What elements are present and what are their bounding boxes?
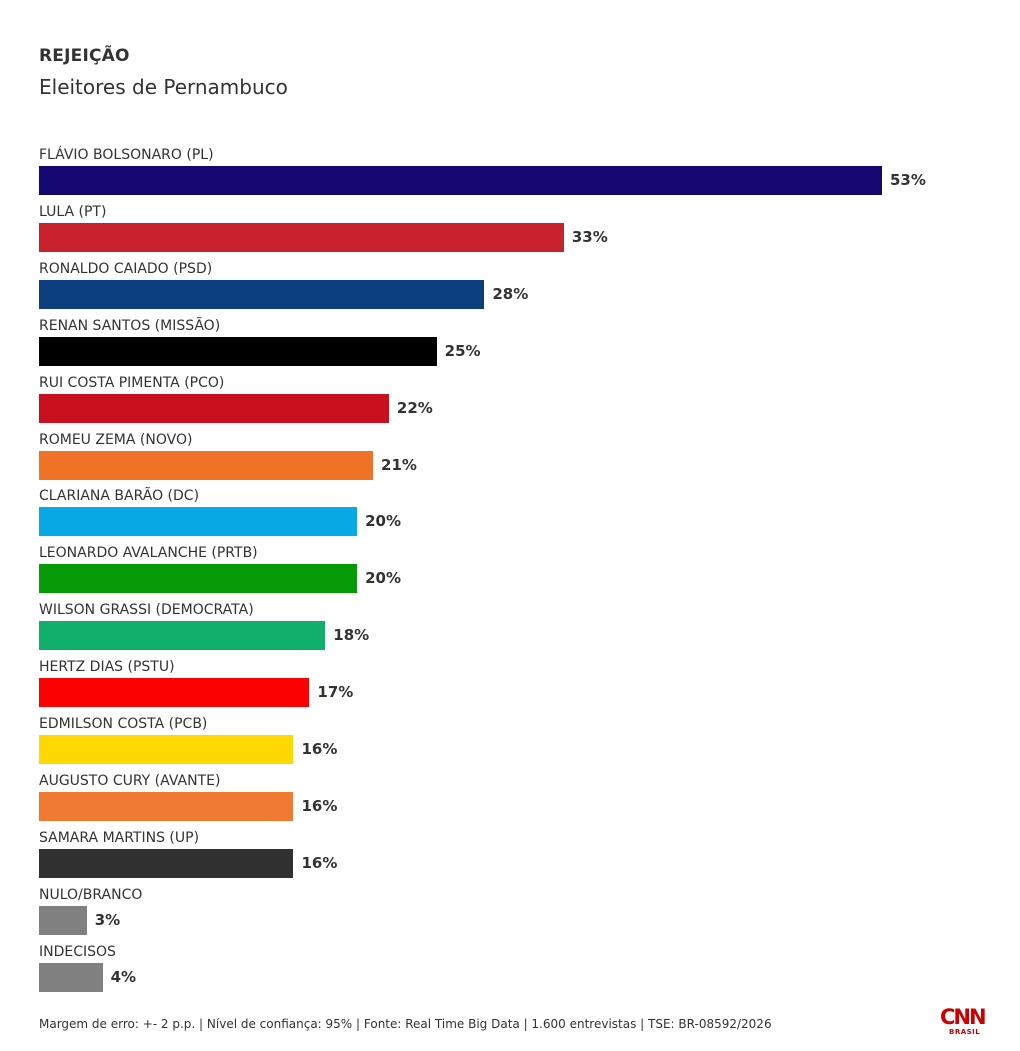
bar-label: RONALDO CAIADO (PSD) (39, 260, 213, 277)
bar (39, 848, 294, 878)
footnote: Margem de erro: +- 2 p.p. | Nível de con… (39, 1017, 772, 1031)
bar-value-label: 33% (571, 227, 608, 246)
bar (39, 336, 437, 366)
bar (39, 791, 294, 821)
bar (39, 279, 485, 309)
bar (39, 222, 564, 252)
bar-row: LEONARDO AVALANCHE (PRTB) 20% (39, 544, 999, 600)
bar (39, 962, 103, 992)
bar-label: FLÁVIO BOLSONARO (PL) (39, 147, 214, 163)
bar-row: FLÁVIO BOLSONARO (PL) 53% (39, 146, 999, 202)
bar-label: CLARIANA BARÃO (DC) (39, 488, 200, 505)
bar-row: AUGUSTO CURY (AVANTE) 16% (39, 772, 999, 828)
bar-value-label: 18% (333, 626, 370, 645)
bar-value-label: 16% (301, 796, 338, 815)
bar-row: RONALDO CAIADO (PSD) 28% (39, 260, 999, 316)
bar (39, 450, 374, 480)
bar-value-label: 28% (492, 284, 529, 303)
bar (39, 905, 87, 935)
bar-row: RUI COSTA PIMENTA (PCO) 22% (39, 374, 999, 430)
bar-value-label: 20% (365, 512, 402, 531)
bar-label: ROMEU ZEMA (NOVO) (39, 431, 193, 448)
bar (39, 621, 326, 651)
bar-row: LULA (PT) 33% (39, 203, 999, 259)
bar-row: HERTZ DIAS (PSTU) 17% (39, 658, 999, 714)
bar-label: LEONARDO AVALANCHE (PRTB) (39, 545, 258, 562)
bar-label: LULA (PT) (39, 203, 107, 220)
bar-row: SAMARA MARTINS (UP) 16% (39, 829, 999, 885)
bar-label: INDECISOS (39, 943, 116, 960)
bar-row: NULO/BRANCO 3% (39, 886, 999, 942)
bar-value-label: 3% (94, 910, 121, 929)
bar (39, 678, 310, 708)
bar-label: RENAN SANTOS (MISSÃO) (39, 317, 221, 334)
bar (39, 564, 358, 594)
logo-sub: BRASIL (949, 1028, 981, 1036)
bar (39, 507, 358, 537)
bar (39, 166, 882, 195)
cnn-brasil-logo: CNN BRASIL (940, 1005, 990, 1039)
bar-row: CLARIANA BARÃO (DC) 20% (39, 487, 999, 543)
bar-value-label: 53% (890, 171, 926, 189)
bar-label: NULO/BRANCO (39, 886, 143, 903)
bar-label: WILSON GRASSI (DEMOCRATA) (39, 602, 254, 619)
bar (39, 735, 294, 764)
bar-row: EDMILSON COSTA (PCB) 16% (39, 715, 999, 771)
bar-label: SAMARA MARTINS (UP) (39, 829, 200, 846)
bar-row: ROMEU ZEMA (NOVO) 21% (39, 431, 999, 487)
bar-value-label: 16% (301, 740, 338, 758)
chart-subtitle: Eleitores de Pernambuco (39, 75, 288, 99)
bar-label: AUGUSTO CURY (AVANTE) (39, 772, 221, 789)
bar-row: WILSON GRASSI (DEMOCRATA) 18% (39, 601, 999, 657)
bar-value-label: 17% (317, 683, 354, 702)
bar-value-label: 21% (381, 455, 417, 474)
bar (39, 393, 389, 423)
bar-label: HERTZ DIAS (PSTU) (39, 659, 175, 676)
bar-row: INDECISOS 4% (39, 943, 999, 999)
bar-label: RUI COSTA PIMENTA (PCO) (39, 374, 225, 391)
bar-value-label: 20% (365, 569, 402, 588)
bar-label: EDMILSON COSTA (PCB) (39, 716, 208, 732)
bar-value-label: 25% (444, 341, 481, 360)
bar-row: RENAN SANTOS (MISSÃO) 25% (39, 317, 999, 373)
bar-value-label: 4% (110, 967, 137, 986)
bar-value-label: 22% (396, 398, 433, 417)
chart-title: REJEIÇÃO (39, 46, 130, 66)
logo-mark: CNN (940, 1005, 987, 1029)
bar-value-label: 16% (301, 853, 338, 872)
